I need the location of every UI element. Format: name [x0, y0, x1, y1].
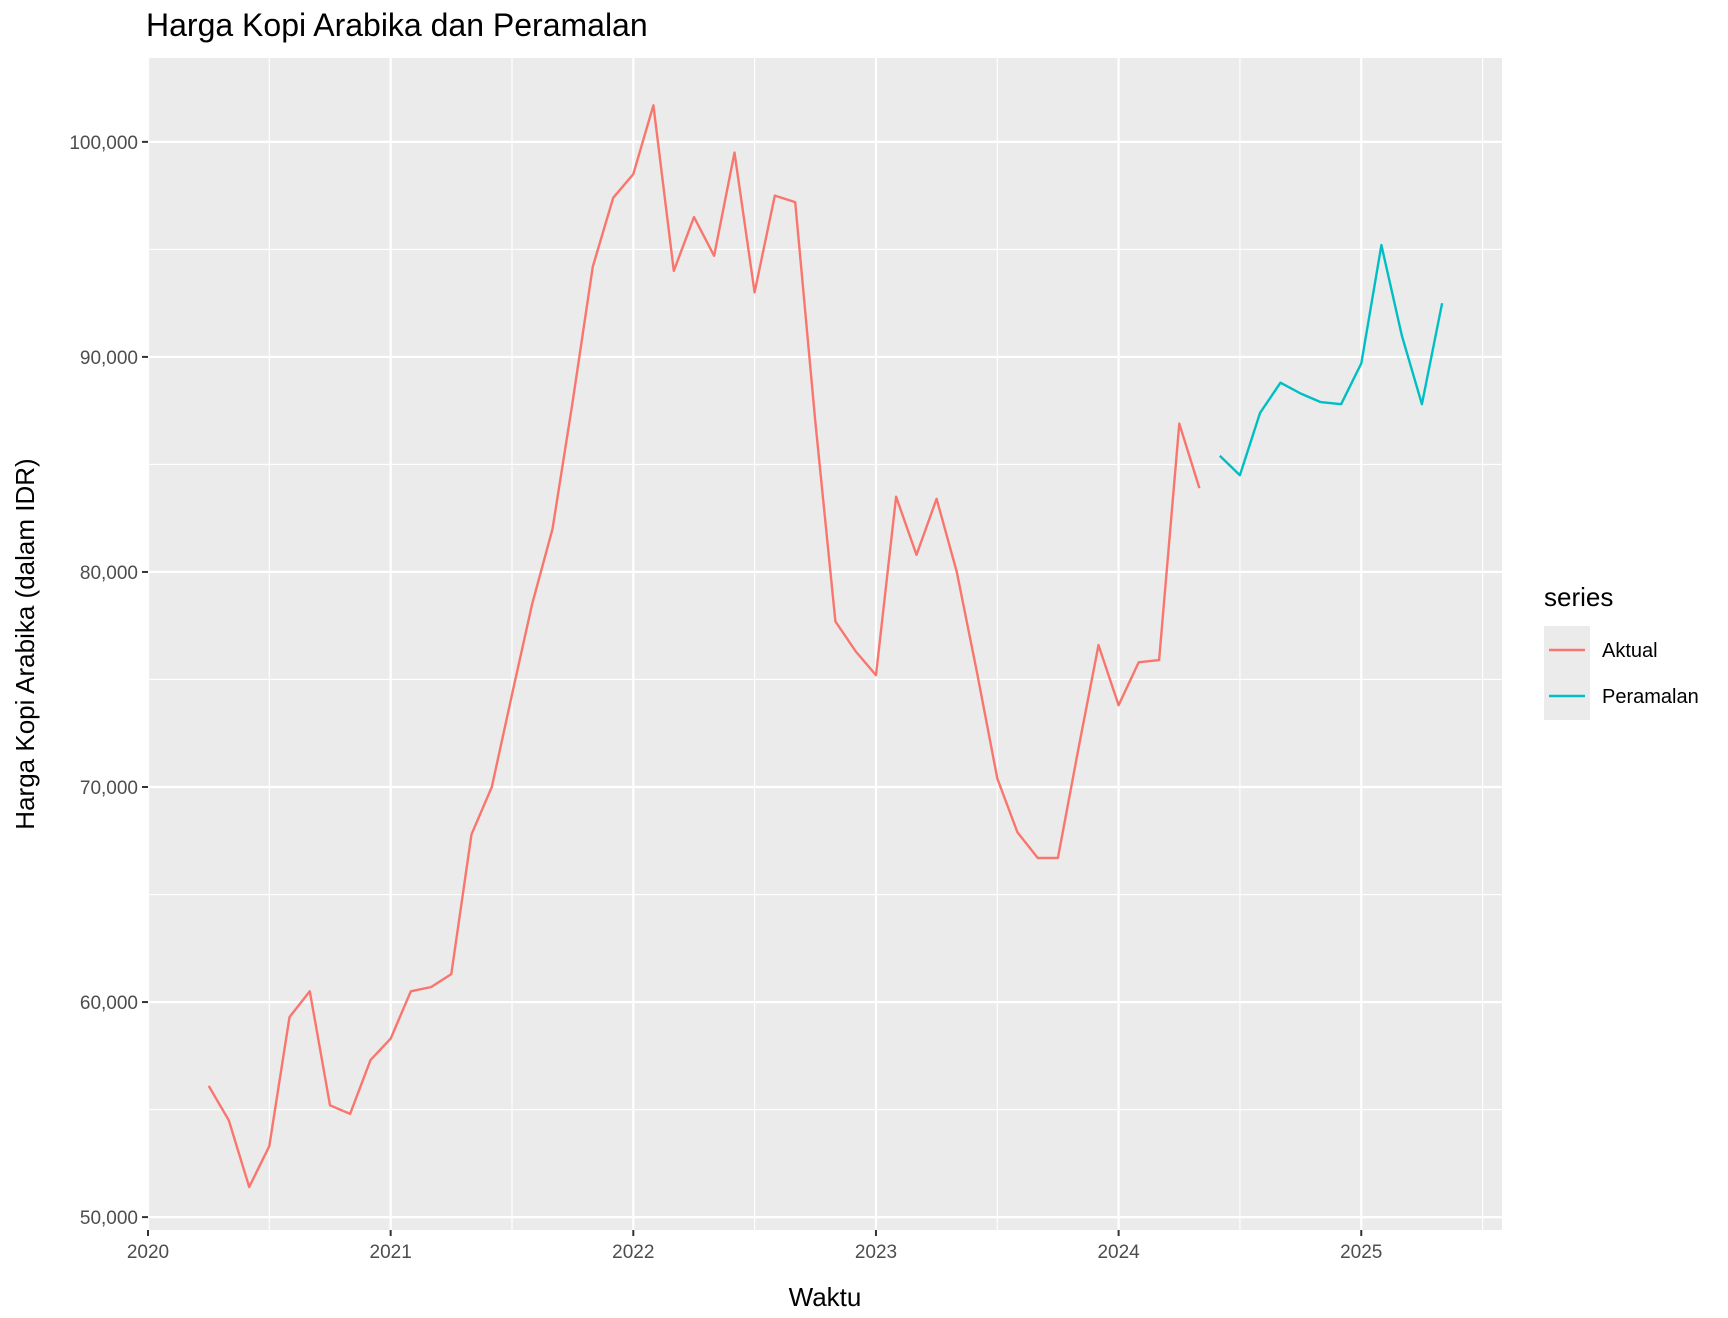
- grid-major: [146, 58, 1502, 1230]
- axis-ticks: [142, 140, 1363, 1236]
- chart-title: Harga Kopi Arabika dan Peramalan: [146, 7, 648, 43]
- y-tick-label: 90,000: [80, 348, 138, 369]
- series-line-aktual: [207, 104, 1201, 1189]
- plot-panel: [148, 58, 1502, 1230]
- x-tick-label: 2024: [1097, 1242, 1140, 1263]
- legend-label-peramalan: Peramalan: [1602, 686, 1699, 708]
- series-lines: [207, 104, 1444, 1189]
- y-tick-label: 70,000: [80, 778, 138, 799]
- grid-minor: [148, 58, 1502, 1230]
- x-tick-label: 2021: [370, 1242, 412, 1263]
- y-tick-label: 80,000: [80, 563, 138, 584]
- y-tick-label: 100,000: [69, 133, 138, 154]
- legend-items: Aktual Peramalan: [1549, 640, 1699, 708]
- legend-label-aktual: Aktual: [1602, 640, 1658, 662]
- x-tick-label: 2025: [1340, 1242, 1382, 1263]
- y-axis-title: Harga Kopi Arabika (dalam IDR): [10, 458, 40, 829]
- y-tick-label: 50,000: [80, 1208, 138, 1229]
- x-tick-labels: 2020 2021 2022 2023 2024 2025: [127, 1242, 1383, 1263]
- series-line-peramalan: [1218, 243, 1444, 477]
- x-tick-label: 2020: [127, 1242, 169, 1263]
- x-tick-label: 2022: [612, 1242, 654, 1263]
- legend-key-background: [1544, 626, 1590, 720]
- legend-title: series: [1544, 582, 1613, 612]
- x-axis-title: Waktu: [789, 1282, 862, 1312]
- y-tick-labels: 50,000 60,000 70,000 80,000 90,000 100,000: [69, 133, 138, 1229]
- legend: series Aktual Peramalan: [1544, 582, 1699, 720]
- x-tick-label: 2023: [855, 1242, 897, 1263]
- y-tick-label: 60,000: [80, 993, 138, 1014]
